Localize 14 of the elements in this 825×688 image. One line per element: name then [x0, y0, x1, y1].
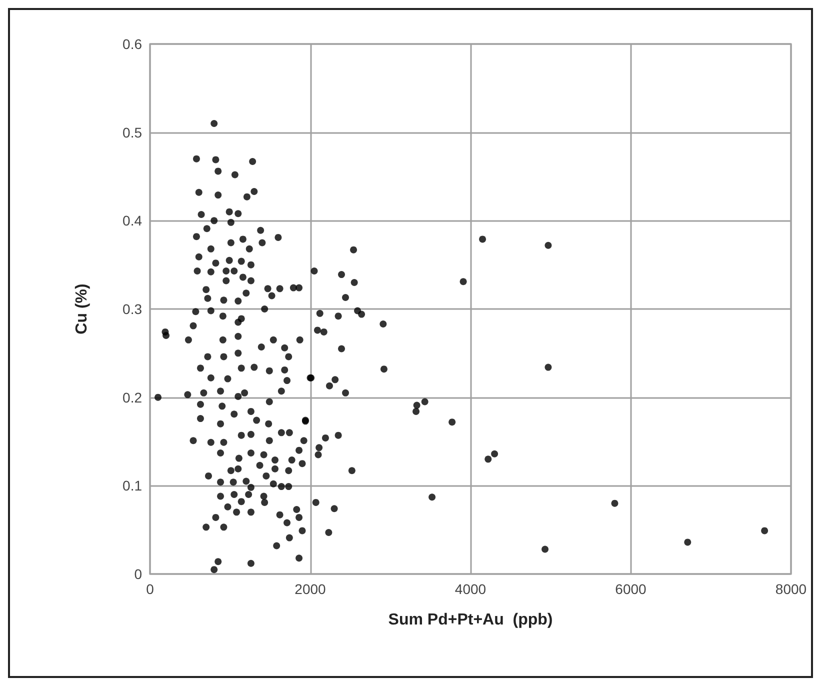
x-tick-label: 2000	[294, 581, 326, 597]
x-tick-label: 4000	[454, 581, 486, 597]
x-tick-label: 8000	[775, 581, 807, 597]
y-tick-label: 0.1	[122, 478, 142, 494]
x-axis-title: Sum Pd+Pt+Au (ppb)	[388, 612, 553, 628]
y-tick-label: 0.4	[122, 212, 142, 229]
x-tick-label: 0	[146, 581, 154, 597]
y-tick-label: 0.5	[122, 124, 142, 140]
y-tick-label: 0	[134, 566, 142, 582]
y-tick-label: 0.2	[122, 389, 142, 406]
y-axis-title: Cu (%)	[74, 284, 90, 334]
y-tick-label: 0.6	[122, 36, 142, 52]
y-tick-label: 0.3	[122, 301, 142, 317]
x-tick-label: 6000	[615, 581, 647, 597]
